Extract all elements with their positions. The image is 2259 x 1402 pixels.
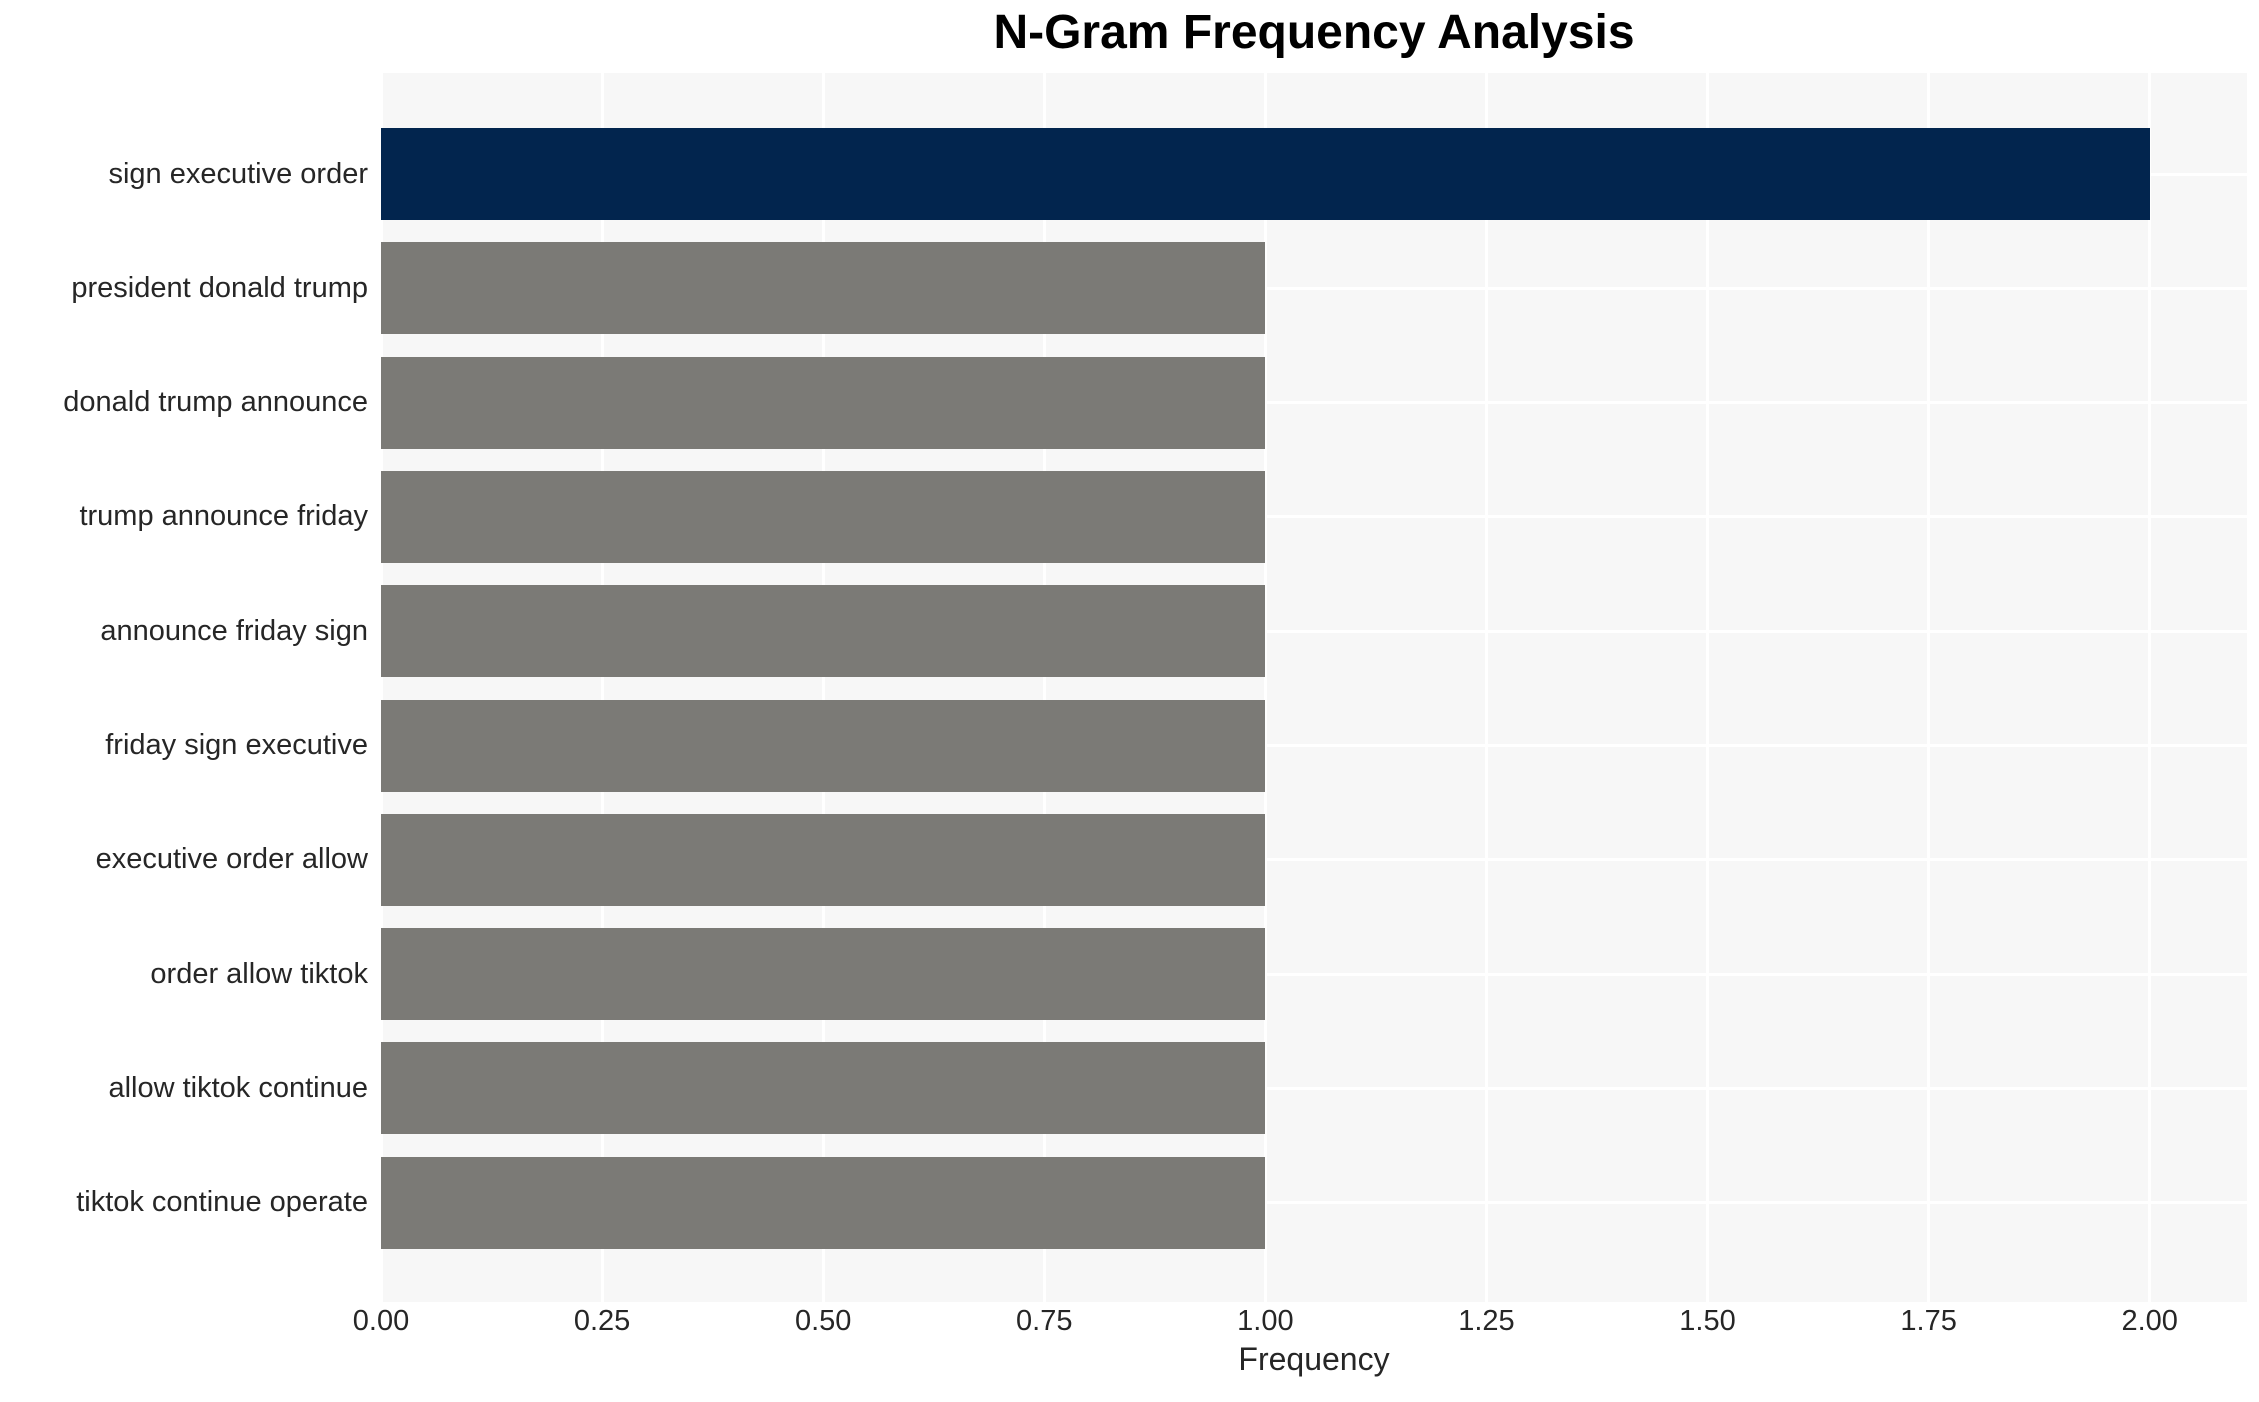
y-tick-label: announce friday sign bbox=[100, 614, 368, 647]
y-tick-label: trump announce friday bbox=[79, 500, 368, 533]
plot-area bbox=[379, 73, 2247, 1302]
chart-title: N-Gram Frequency Analysis bbox=[993, 6, 1635, 59]
y-gridline bbox=[381, 1201, 2247, 1205]
y-gridline bbox=[381, 286, 2247, 290]
x-gridline bbox=[1927, 73, 1931, 1302]
x-tick-label: 0.75 bbox=[1016, 1305, 1073, 1337]
y-axis: sign executive order president donald tru… bbox=[0, 0, 368, 1402]
y-tick-label: donald trump announce bbox=[63, 386, 368, 419]
bar-sign-executive-order bbox=[381, 128, 2150, 220]
bar-friday-sign-executive bbox=[381, 699, 1266, 792]
x-axis-title: Frequency bbox=[1238, 1341, 1390, 1377]
y-gridline bbox=[381, 629, 2247, 633]
x-gridline bbox=[600, 73, 604, 1302]
y-gridline bbox=[381, 972, 2247, 976]
y-gridline bbox=[381, 1086, 2247, 1090]
bar-president-donald-trump bbox=[381, 242, 1266, 335]
x-tick-label: 1.50 bbox=[1679, 1305, 1736, 1337]
x-tick-label: 1.75 bbox=[1900, 1305, 1957, 1337]
x-gridline bbox=[1263, 73, 1267, 1302]
y-gridline bbox=[381, 858, 2247, 862]
y-gridline bbox=[381, 744, 2247, 747]
y-tick-label: allow tiktok continue bbox=[108, 1071, 368, 1104]
bar-donald-trump-announce bbox=[381, 356, 1266, 449]
x-gridline bbox=[1706, 73, 1710, 1302]
bar-tiktok-continue-operate bbox=[381, 1156, 1266, 1249]
y-tick-label: tiktok continue operate bbox=[76, 1186, 368, 1219]
y-tick-label: president donald trump bbox=[71, 271, 368, 304]
x-gridline bbox=[379, 73, 383, 1302]
x-tick-label: 2.00 bbox=[2121, 1305, 2178, 1337]
y-tick-label: order allow tiktok bbox=[150, 957, 368, 990]
x-gridline bbox=[1484, 73, 1488, 1302]
y-tick-label: sign executive order bbox=[108, 157, 368, 190]
y-tick-label: friday sign executive bbox=[105, 729, 368, 761]
x-tick-label: 0.25 bbox=[573, 1305, 631, 1337]
bar-allow-tiktok-continue bbox=[381, 1042, 1266, 1135]
x-gridline bbox=[1042, 73, 1046, 1302]
y-tick-label: executive order allow bbox=[95, 843, 368, 876]
bar-trump-announce-friday bbox=[381, 470, 1266, 563]
bar-announce-friday-sign bbox=[381, 585, 1266, 678]
x-tick-label: 1.00 bbox=[1237, 1305, 1294, 1337]
y-gridline bbox=[381, 401, 2247, 405]
x-gridline bbox=[821, 73, 825, 1302]
x-gridline bbox=[2148, 73, 2152, 1302]
x-tick-label: 1.25 bbox=[1458, 1305, 1515, 1337]
bar-executive-order-allow bbox=[381, 813, 1266, 906]
x-tick-label: 0.50 bbox=[794, 1305, 852, 1337]
bar-order-allow-tiktok bbox=[381, 928, 1266, 1021]
y-gridline bbox=[381, 515, 2247, 519]
